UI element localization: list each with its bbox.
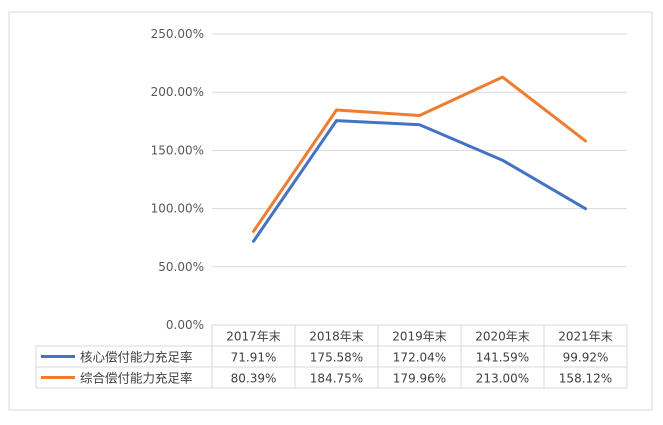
legend-series-name: 核心偿付能力充足率 bbox=[80, 350, 193, 365]
data-table-value: 141.59% bbox=[476, 351, 529, 365]
x-category-label: 2018年末 bbox=[309, 330, 364, 344]
data-table-value: 179.96% bbox=[393, 372, 446, 386]
data-table-value: 184.75% bbox=[310, 372, 363, 386]
data-table-value: 71.91% bbox=[231, 351, 277, 365]
y-tick-label: 250.00% bbox=[151, 27, 204, 41]
data-table-value: 80.39% bbox=[231, 372, 277, 386]
y-tick-label: 50.00% bbox=[158, 260, 204, 274]
y-tick-label: 0.00% bbox=[166, 318, 204, 332]
data-table-value: 172.04% bbox=[393, 351, 446, 365]
data-table-value: 213.00% bbox=[476, 372, 529, 386]
x-category-label: 2019年末 bbox=[392, 330, 447, 344]
legend-series-name: 综合偿付能力充足率 bbox=[80, 371, 193, 386]
data-table-value: 175.58% bbox=[310, 351, 363, 365]
data-table-value: 99.92% bbox=[563, 351, 609, 365]
x-category-label: 2021年末 bbox=[558, 330, 613, 344]
y-tick-label: 150.00% bbox=[151, 143, 204, 157]
y-tick-label: 100.00% bbox=[151, 202, 204, 216]
x-category-label: 2017年末 bbox=[226, 330, 281, 344]
y-tick-label: 200.00% bbox=[151, 85, 204, 99]
data-table-value: 158.12% bbox=[559, 372, 612, 386]
x-category-label: 2020年末 bbox=[475, 330, 530, 344]
